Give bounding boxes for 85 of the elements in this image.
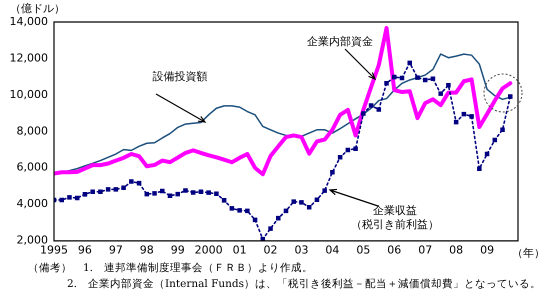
point (469, 114, 474, 119)
point (74, 196, 80, 200)
point (446, 83, 451, 88)
point (252, 218, 258, 222)
point (407, 60, 412, 66)
point (136, 180, 142, 186)
point (338, 155, 342, 160)
point (168, 194, 172, 198)
point (384, 81, 389, 86)
point (392, 74, 397, 80)
point (214, 191, 219, 196)
point (222, 198, 226, 203)
series-label: 企業内部資金 (307, 34, 373, 48)
point (230, 206, 234, 211)
point (330, 170, 335, 175)
text: 設備投資額 (152, 70, 208, 83)
y-tick-label: 10,000 (10, 88, 48, 101)
point (477, 166, 482, 172)
x-axis-title: （年） (512, 246, 545, 260)
point (376, 107, 382, 112)
point (175, 192, 180, 196)
x-tick-label: 06 (387, 243, 402, 256)
point (400, 76, 404, 80)
x-tick-label: 96 (78, 243, 92, 256)
point (368, 103, 374, 108)
point (415, 75, 420, 80)
point (353, 146, 358, 151)
x-tick-label: 2000 (194, 243, 223, 256)
x-tick-label: 01 (232, 243, 247, 256)
x-tick-label: 04 (325, 243, 340, 256)
point (500, 127, 505, 132)
point (314, 198, 320, 202)
point (306, 204, 312, 210)
x-tick-label: 08 (449, 243, 464, 256)
point (190, 190, 196, 195)
point (198, 189, 204, 194)
point (237, 208, 242, 213)
point (98, 189, 103, 194)
point (114, 187, 118, 192)
text: 企業収益（税引き前利益） (351, 204, 439, 231)
point (291, 199, 296, 204)
y-axis-title: （億ドル） (10, 2, 65, 15)
point (82, 192, 88, 197)
x-tick-label: 09 (480, 243, 494, 256)
x-tick-label: 97 (108, 243, 123, 256)
x-tick-label: 05 (356, 243, 370, 256)
text: （備考） 1. 連邦準備制度理事会（ＦＲＢ）より作成。 (28, 262, 314, 275)
point (299, 200, 304, 205)
point (206, 190, 211, 195)
point (430, 76, 436, 81)
y-tick-label: 14,000 (10, 14, 48, 28)
point (90, 189, 95, 194)
point (106, 187, 110, 192)
point (361, 111, 366, 116)
point (152, 191, 157, 196)
point (268, 226, 273, 231)
x-tick-label: 98 (140, 243, 154, 256)
point (508, 94, 513, 99)
point (183, 188, 188, 193)
point (322, 188, 327, 193)
y-tick-label: 8,000 (16, 124, 48, 138)
point (276, 216, 281, 220)
point (492, 138, 498, 142)
y-tick-label: 6,000 (16, 160, 48, 174)
x-tick-label: 99 (170, 243, 185, 256)
point (346, 148, 350, 152)
y-tick-label: 12,000 (10, 51, 48, 64)
point (462, 112, 466, 116)
point (245, 208, 250, 214)
point (438, 91, 443, 96)
point (422, 78, 428, 82)
point (160, 188, 165, 194)
x-tick-label: 07 (418, 243, 432, 256)
point (67, 195, 72, 200)
x-tick-label: 03 (294, 243, 308, 256)
point (484, 152, 490, 156)
point (121, 185, 126, 190)
point (284, 208, 288, 214)
point (454, 120, 458, 124)
point (144, 192, 150, 196)
point (129, 179, 134, 184)
point (59, 198, 64, 202)
x-tick-label: 02 (264, 243, 278, 256)
y-tick-label: 4,000 (16, 197, 48, 210)
text: 2. 企業内部資金（Internal Funds）は、「税引き後利益－配当＋減価償却費」となっている。 (67, 278, 542, 291)
